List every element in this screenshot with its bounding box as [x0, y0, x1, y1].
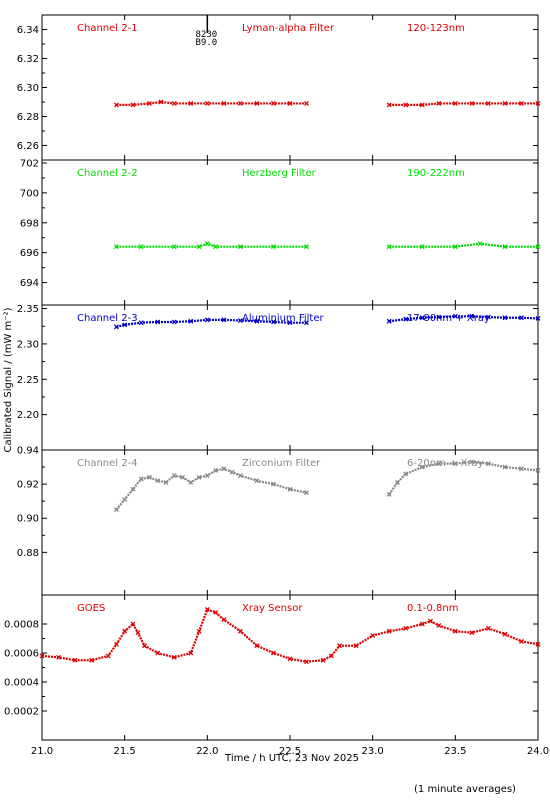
panel-5: 0.0002 0.0004 0.0006 0.0008 GOES Xray Sensor 0… [4, 594, 541, 741]
series-trace [389, 315, 539, 323]
filter-label: Aluminium Filter [242, 313, 325, 324]
data-point [287, 100, 293, 106]
filter-label: Zirconium Filter [242, 458, 321, 469]
x-tick-label: 23.0 [362, 746, 384, 757]
series-trace [389, 242, 538, 248]
x-tick-label: 22.0 [196, 746, 218, 757]
panel-frame [41, 14, 539, 161]
panel-frame [41, 594, 539, 741]
y-tick-label: 2.35 [17, 304, 39, 315]
channel-label: Channel 2-3 [77, 313, 138, 324]
band-label: 120-123nm [407, 23, 465, 34]
series-trace [116, 242, 307, 248]
filter-label: Lyman-alpha Filter [242, 23, 335, 34]
filter-label: Herzberg Filter [242, 168, 317, 179]
y-tick-label: 6.34 [17, 25, 39, 36]
series-trace [116, 318, 307, 328]
channel-label: Channel 2-2 [77, 168, 138, 179]
data-point [502, 244, 508, 250]
data-point [304, 244, 309, 250]
data-point [237, 244, 243, 250]
event-marker-label: B9.0 [195, 38, 217, 48]
panel-2: 694 696 698 700 702 Channel 2-2 Herzberg Filte… [20, 158, 541, 306]
series-trace [389, 102, 538, 107]
series-trace [116, 100, 307, 107]
footnote: (1 minute averages) [414, 784, 516, 795]
y-tick-label: 0.0002 [4, 707, 39, 718]
data-point [158, 99, 164, 105]
x-axis: 21.0 21.5 22.0 22.5 23.0 23.5 24.0 [31, 746, 549, 757]
data-point [535, 468, 541, 473]
y-tick-label: 2.30 [17, 339, 39, 350]
y-axis-label: Calibrated Signal / (mW m⁻²) [3, 307, 14, 452]
panel-1: 6.26 6.28 6.30 6.32 6.34 Channel 2-1 Lyman-alp… [17, 14, 541, 161]
panel-frame [41, 159, 539, 306]
y-tick-label: 6.26 [17, 141, 39, 152]
filter-label: Xray Sensor [242, 603, 303, 614]
channel-label: Channel 2-1 [77, 23, 138, 34]
y-tick-label: 0.0008 [4, 620, 39, 631]
y-tick-label: 6.30 [17, 83, 39, 94]
y-tick-label: 0.0004 [4, 678, 39, 689]
x-axis-label: Time / h UTC, 23 Nov 2025 [224, 753, 359, 764]
chart-panels: 6.26 6.28 6.30 6.32 6.34 Channel 2-1 Lyman-alp… [4, 14, 541, 741]
data-point [535, 315, 541, 321]
y-tick-label: 0.0006 [4, 649, 39, 660]
band-label: 0.1-0.8nm [407, 603, 459, 614]
event-marker-label: 8230 [195, 30, 217, 40]
data-point [271, 244, 276, 250]
y-tick-label: 0.88 [17, 548, 39, 559]
panel-3: 2.20 2.25 2.30 2.35 Channel 2-3 Aluminium Fil… [17, 304, 541, 451]
panel-4: 0.88 0.90 0.92 0.94 Channel 2-4 Zirconium Fil… [17, 446, 541, 596]
y-tick-label: 696 [20, 248, 39, 259]
x-tick-label: 21.5 [114, 746, 136, 757]
series-trace [388, 460, 539, 495]
data-point [188, 100, 194, 106]
y-tick-label: 700 [20, 188, 39, 199]
x-tick-label: 22.5 [279, 746, 301, 757]
channel-label: Channel 2-4 [77, 458, 138, 469]
x-tick-label: 24.0 [527, 746, 549, 757]
data-point [155, 319, 161, 325]
y-tick-label: 2.25 [17, 375, 39, 386]
channel-label: GOES [77, 603, 105, 614]
y-tick-label: 6.28 [17, 112, 39, 123]
series-trace [115, 467, 307, 511]
band-label: 190-222nm [407, 168, 465, 179]
y-tick-label: 2.20 [17, 410, 39, 421]
panel-frame [41, 449, 539, 596]
y-tick-label: 0.90 [17, 514, 39, 525]
data-point [188, 318, 194, 324]
data-point [221, 317, 227, 323]
series-trace [41, 608, 539, 663]
y-tick-label: 6.32 [17, 54, 39, 65]
data-point [254, 100, 260, 106]
x-tick-label: 23.5 [444, 746, 466, 757]
y-tick-label: 0.92 [17, 480, 39, 491]
y-tick-label: 694 [20, 278, 39, 289]
y-tick-label: 698 [20, 218, 39, 229]
band-label: 17-80nm + Xray [407, 313, 490, 324]
data-point [535, 244, 541, 250]
x-tick-label: 21.0 [31, 746, 53, 757]
y-tick-label: 0.94 [17, 446, 39, 457]
data-point [221, 100, 227, 106]
y-tick-label: 702 [20, 158, 39, 169]
data-point [452, 461, 458, 467]
